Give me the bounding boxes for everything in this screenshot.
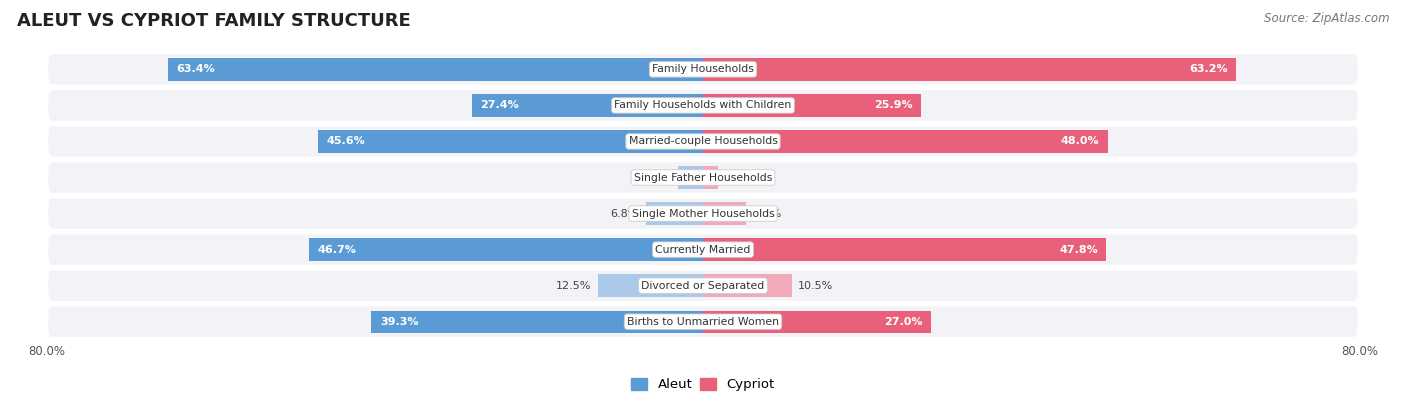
Text: 27.0%: 27.0% [884,317,922,327]
Text: Single Father Households: Single Father Households [634,173,772,182]
Bar [371,310,703,333]
Bar [703,58,1236,81]
Text: Births to Unmarried Women: Births to Unmarried Women [627,317,779,327]
FancyBboxPatch shape [48,307,1358,337]
Text: ALEUT VS CYPRIOT FAMILY STRUCTURE: ALEUT VS CYPRIOT FAMILY STRUCTURE [17,12,411,30]
Text: 6.8%: 6.8% [610,209,638,218]
FancyBboxPatch shape [48,90,1358,120]
Bar [703,130,1108,152]
Text: 5.1%: 5.1% [752,209,780,218]
Text: 1.8%: 1.8% [725,173,754,182]
Text: 3.0%: 3.0% [643,173,671,182]
Text: 47.8%: 47.8% [1059,245,1098,255]
FancyBboxPatch shape [48,235,1358,265]
Text: 25.9%: 25.9% [875,100,912,111]
Bar [598,275,703,297]
Text: Family Households with Children: Family Households with Children [614,100,792,111]
Text: Family Households: Family Households [652,64,754,74]
Text: Married-couple Households: Married-couple Households [628,136,778,147]
Text: 39.3%: 39.3% [380,317,419,327]
Text: 80.0%: 80.0% [28,345,65,358]
Bar [678,166,703,189]
Bar [703,166,718,189]
Text: 12.5%: 12.5% [555,280,591,291]
Bar [703,310,931,333]
Bar [309,239,703,261]
FancyBboxPatch shape [48,198,1358,229]
Bar [645,202,703,225]
Text: Single Mother Households: Single Mother Households [631,209,775,218]
Text: 45.6%: 45.6% [326,136,366,147]
Bar [703,239,1107,261]
Text: Source: ZipAtlas.com: Source: ZipAtlas.com [1264,12,1389,25]
Text: Divorced or Separated: Divorced or Separated [641,280,765,291]
FancyBboxPatch shape [48,271,1358,301]
Text: 80.0%: 80.0% [1341,345,1378,358]
FancyBboxPatch shape [48,162,1358,193]
Text: 63.2%: 63.2% [1189,64,1227,74]
Text: Currently Married: Currently Married [655,245,751,255]
Bar [472,94,703,117]
Text: 48.0%: 48.0% [1062,136,1099,147]
FancyBboxPatch shape [48,126,1358,156]
Bar [169,58,703,81]
Bar [703,202,747,225]
Text: 10.5%: 10.5% [799,280,834,291]
FancyBboxPatch shape [48,54,1358,85]
Text: 27.4%: 27.4% [481,100,519,111]
Text: 46.7%: 46.7% [318,245,356,255]
Bar [318,130,703,152]
Legend: Aleut, Cypriot: Aleut, Cypriot [626,372,780,395]
Text: 63.4%: 63.4% [177,64,215,74]
Bar [703,275,792,297]
Bar [703,94,921,117]
